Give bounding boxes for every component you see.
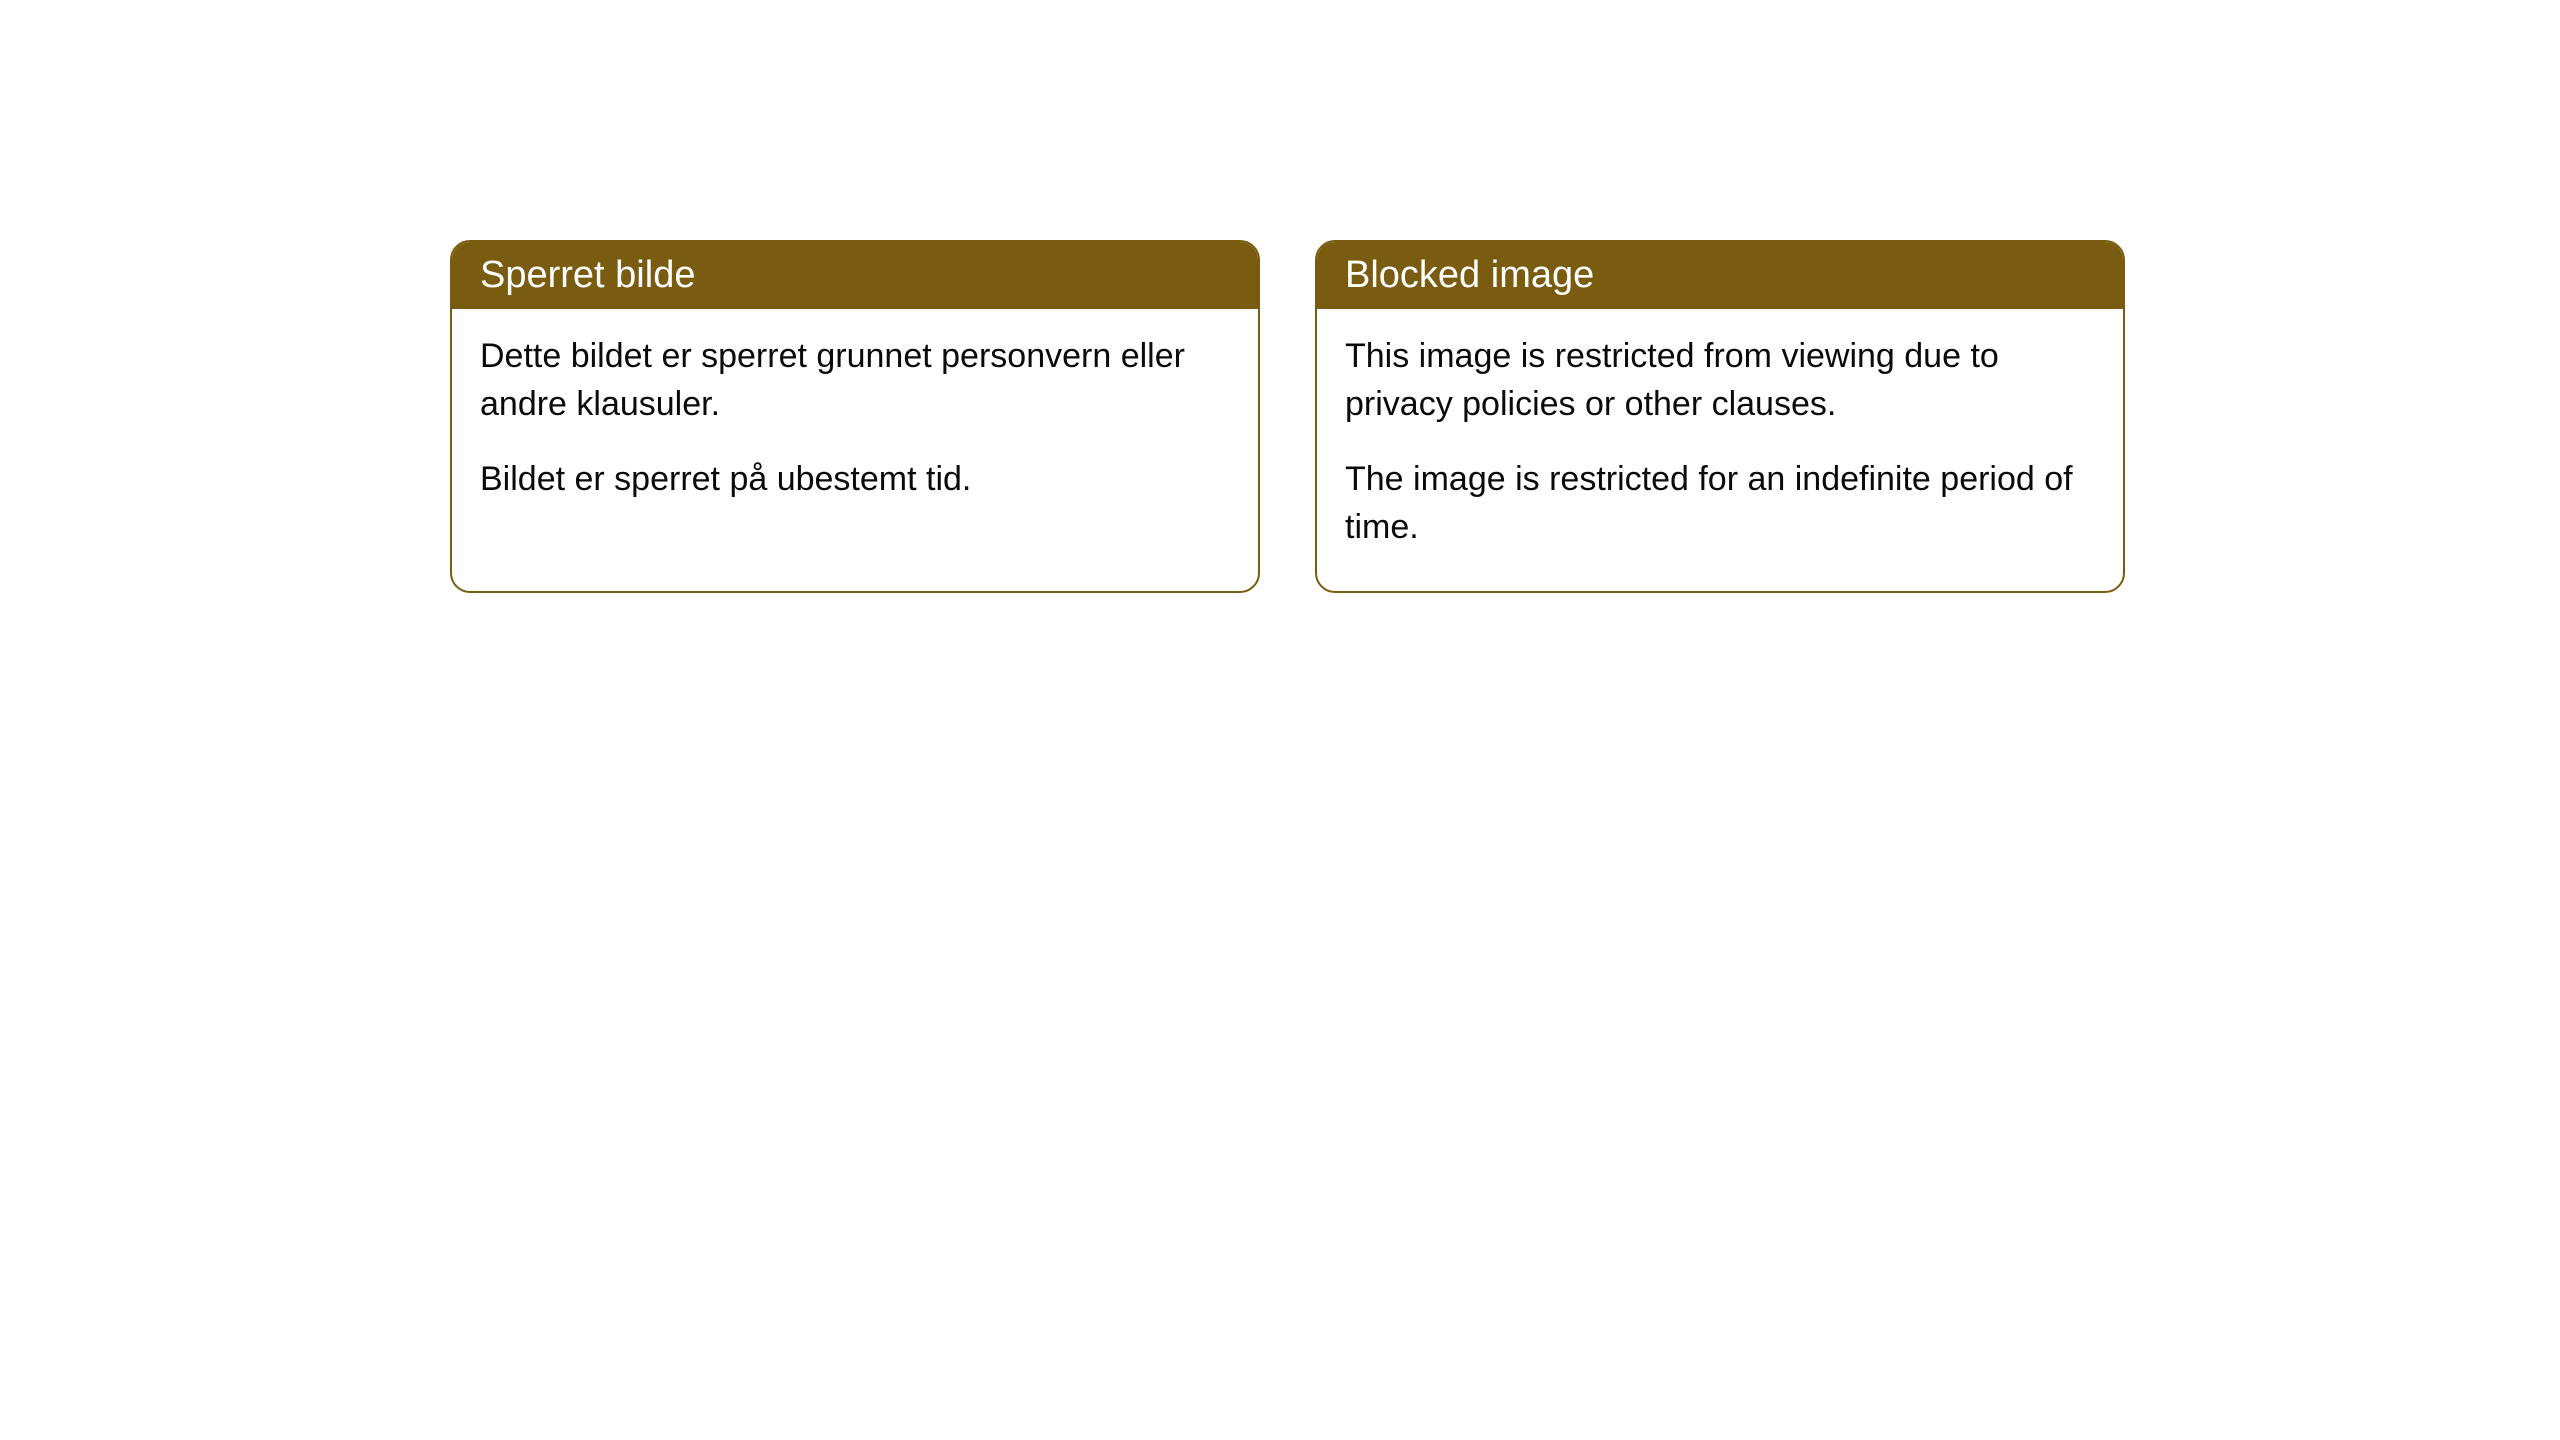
card-title: Sperret bilde — [480, 254, 695, 296]
notice-cards-container: Sperret bilde Dette bildet er sperret gr… — [450, 240, 2125, 593]
card-paragraph-2: Bildet er sperret på ubestemt tid. — [480, 456, 1230, 504]
card-paragraph-1: This image is restricted from viewing du… — [1345, 333, 2095, 428]
card-body-english: This image is restricted from viewing du… — [1317, 309, 2123, 591]
card-header-norwegian: Sperret bilde — [452, 242, 1258, 309]
blocked-image-card-english: Blocked image This image is restricted f… — [1315, 240, 2125, 593]
card-paragraph-1: Dette bildet er sperret grunnet personve… — [480, 333, 1230, 428]
blocked-image-card-norwegian: Sperret bilde Dette bildet er sperret gr… — [450, 240, 1260, 593]
card-title: Blocked image — [1345, 254, 1594, 296]
card-body-norwegian: Dette bildet er sperret grunnet personve… — [452, 309, 1258, 544]
card-paragraph-2: The image is restricted for an indefinit… — [1345, 456, 2095, 551]
card-header-english: Blocked image — [1317, 242, 2123, 309]
